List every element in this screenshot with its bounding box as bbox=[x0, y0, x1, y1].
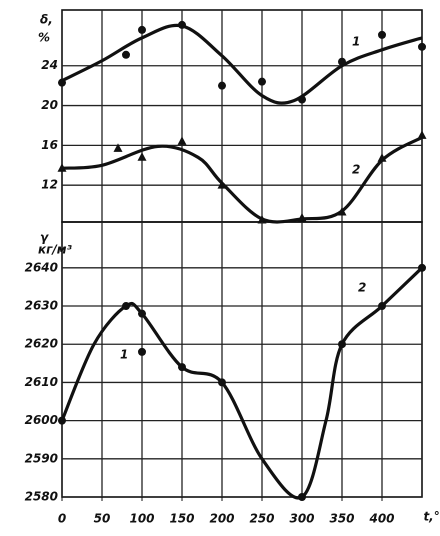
y-axis-label: γ bbox=[40, 231, 49, 245]
y-tick-label: 2580 bbox=[25, 490, 58, 504]
curve-label: 1 bbox=[352, 35, 360, 49]
point bbox=[377, 153, 387, 162]
x-tick-label: 400 bbox=[368, 512, 394, 526]
curve bbox=[61, 135, 423, 224]
y-tick-label: 2600 bbox=[25, 413, 58, 427]
point bbox=[378, 302, 386, 311]
point bbox=[418, 42, 426, 51]
x-tick-label: 0 bbox=[58, 512, 66, 526]
point bbox=[297, 213, 307, 222]
y-tick-label: 2620 bbox=[25, 337, 58, 351]
y-axis-unit: % bbox=[38, 31, 50, 45]
y-tick-label: 2610 bbox=[25, 375, 58, 389]
point bbox=[177, 136, 187, 145]
point bbox=[178, 20, 186, 29]
curve-label: 2 bbox=[358, 281, 366, 295]
point bbox=[338, 57, 346, 66]
x-tick-label: 300 bbox=[289, 512, 314, 526]
y-tick-label: 2590 bbox=[25, 451, 58, 465]
point bbox=[58, 416, 66, 425]
point bbox=[218, 378, 226, 387]
curve-label: 2 bbox=[352, 163, 360, 177]
point bbox=[217, 180, 227, 189]
point bbox=[138, 25, 146, 34]
point bbox=[178, 363, 186, 372]
point bbox=[57, 163, 67, 172]
annotation: 1 bbox=[120, 348, 128, 362]
point bbox=[298, 493, 306, 501]
point bbox=[378, 30, 386, 39]
point bbox=[122, 302, 130, 311]
x-tick-label: 200 bbox=[209, 512, 234, 526]
y-tick-label: 2630 bbox=[25, 299, 58, 313]
point bbox=[298, 95, 306, 104]
point bbox=[138, 309, 146, 318]
x-tick-label: 100 bbox=[129, 512, 154, 526]
x-tick-label: 250 bbox=[249, 512, 274, 526]
point bbox=[58, 78, 66, 87]
y-tick-label: 16 bbox=[41, 138, 58, 152]
point bbox=[418, 263, 426, 272]
y-axis-label: δ, bbox=[40, 13, 53, 27]
y-tick-label: 20 bbox=[41, 98, 58, 112]
plot-frame bbox=[61, 221, 423, 498]
point bbox=[338, 340, 346, 349]
point bbox=[258, 77, 266, 86]
curve bbox=[61, 23, 423, 105]
plot-frame bbox=[61, 9, 423, 223]
point bbox=[417, 130, 427, 139]
x-tick-label: 350 bbox=[329, 512, 354, 526]
point bbox=[138, 347, 146, 356]
x-tick-label: 50 bbox=[94, 512, 111, 526]
point bbox=[137, 152, 147, 161]
x-tick-label: 150 bbox=[169, 512, 194, 526]
y-axis-unit: кг/м³ bbox=[38, 243, 73, 257]
point bbox=[122, 50, 130, 59]
x-axis-label: t,°C bbox=[423, 510, 440, 524]
y-tick-label: 2640 bbox=[25, 260, 58, 274]
point bbox=[337, 207, 347, 216]
point bbox=[218, 81, 226, 90]
point bbox=[113, 143, 123, 152]
y-tick-label: 12 bbox=[41, 178, 58, 192]
y-tick-label: 24 bbox=[41, 58, 58, 72]
